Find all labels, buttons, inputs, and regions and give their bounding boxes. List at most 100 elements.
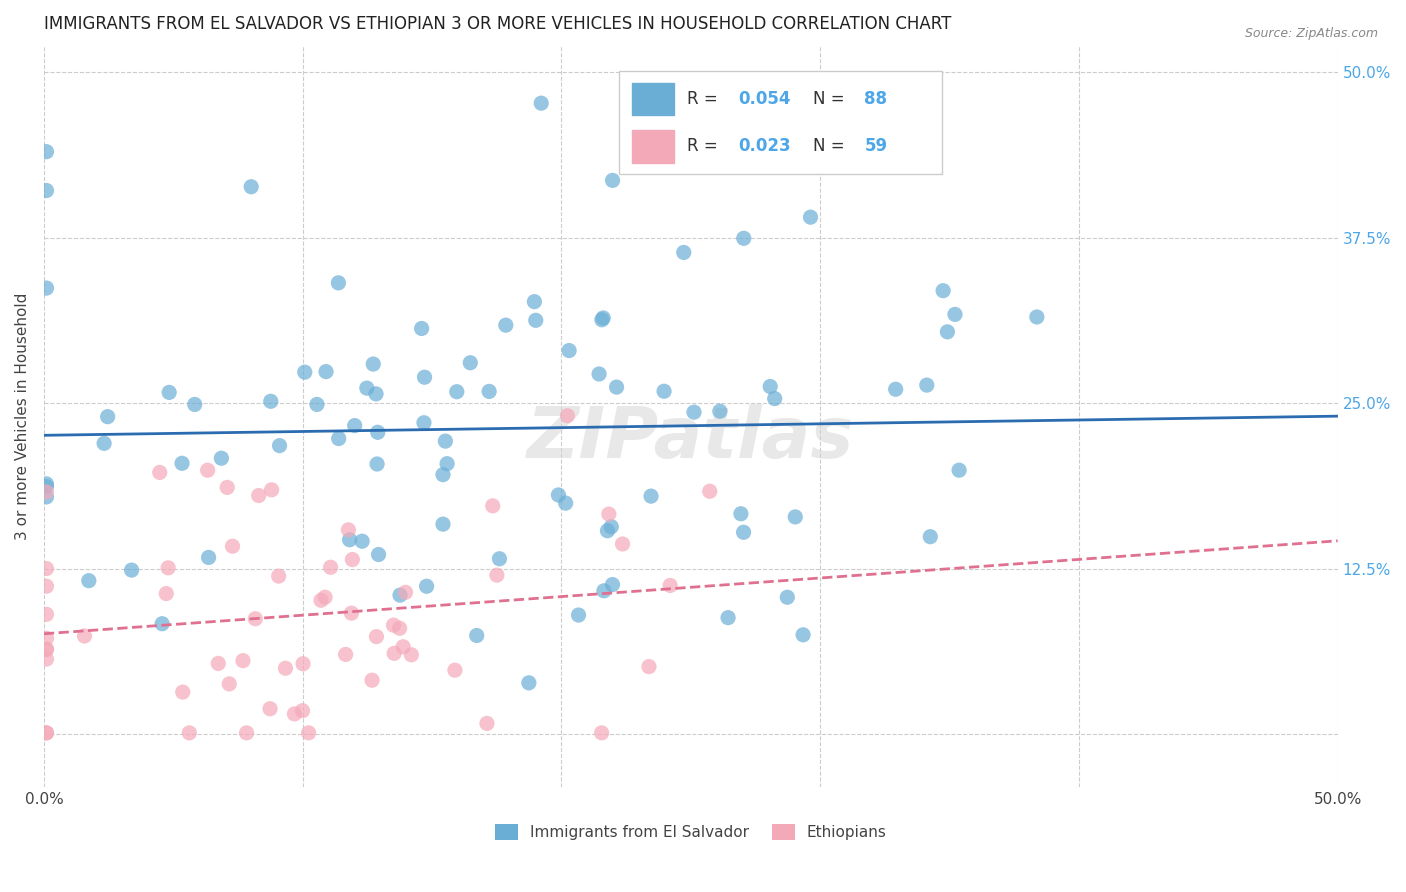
Point <box>260 483 283 497</box>
Point <box>382 618 405 632</box>
Point <box>342 552 364 566</box>
Point <box>943 307 966 321</box>
Point <box>149 466 172 480</box>
Point <box>759 379 782 393</box>
Bar <box>631 130 673 162</box>
Point <box>415 579 437 593</box>
Point <box>35 579 58 593</box>
Text: 88: 88 <box>865 90 887 108</box>
Point <box>73 629 96 643</box>
Point <box>209 451 232 466</box>
Point <box>389 588 412 602</box>
Point <box>97 409 120 424</box>
Point <box>446 384 468 399</box>
Point <box>337 523 360 537</box>
Point <box>465 628 488 642</box>
Point <box>366 630 388 644</box>
Point <box>602 173 624 187</box>
Point <box>218 677 240 691</box>
Point <box>35 561 58 575</box>
Point <box>315 365 337 379</box>
Point <box>314 591 336 605</box>
Y-axis label: 3 or more Vehicles in Household: 3 or more Vehicles in Household <box>15 293 30 540</box>
Text: N =: N = <box>813 90 849 108</box>
Point <box>388 621 411 635</box>
Point <box>436 457 458 471</box>
Point <box>35 642 58 657</box>
Point <box>600 520 623 534</box>
Point <box>157 561 180 575</box>
Point <box>432 517 454 532</box>
Point <box>267 569 290 583</box>
Point <box>364 387 387 401</box>
Bar <box>631 83 673 115</box>
Point <box>683 405 706 419</box>
Point <box>217 480 239 494</box>
Point <box>247 488 270 502</box>
Point <box>328 276 350 290</box>
Point <box>35 480 58 494</box>
Point <box>221 539 243 553</box>
Point <box>776 591 799 605</box>
Point <box>93 436 115 450</box>
Point <box>567 608 589 623</box>
Point <box>948 463 970 477</box>
Point <box>444 663 467 677</box>
Point <box>392 640 415 654</box>
Text: R =: R = <box>686 90 723 108</box>
Point <box>367 425 389 440</box>
Point <box>401 648 423 662</box>
Point <box>155 586 177 600</box>
Point <box>558 343 581 358</box>
Point <box>366 457 388 471</box>
Point <box>361 673 384 688</box>
Text: N =: N = <box>813 137 849 155</box>
Point <box>432 467 454 482</box>
Point <box>309 593 332 607</box>
Point <box>356 381 378 395</box>
Point <box>77 574 100 588</box>
Point <box>305 397 328 411</box>
Point <box>709 404 731 418</box>
Point <box>638 659 661 673</box>
Point <box>259 702 281 716</box>
Text: ZIPatlas: ZIPatlas <box>527 404 855 473</box>
Point <box>245 612 267 626</box>
Point <box>517 676 540 690</box>
FancyBboxPatch shape <box>619 71 942 174</box>
Point <box>596 524 619 538</box>
Point <box>1025 310 1047 324</box>
Point <box>530 96 553 111</box>
Point <box>35 485 58 500</box>
Point <box>328 432 350 446</box>
Point <box>606 380 628 394</box>
Point <box>481 499 503 513</box>
Point <box>591 312 613 326</box>
Point <box>35 607 58 622</box>
Point <box>588 367 610 381</box>
Point <box>915 378 938 392</box>
Point <box>297 726 319 740</box>
Point <box>35 642 58 657</box>
Point <box>207 657 229 671</box>
Point <box>361 357 384 371</box>
Point <box>35 490 58 504</box>
Point <box>458 356 481 370</box>
Point <box>523 294 546 309</box>
Point <box>602 577 624 591</box>
Point <box>121 563 143 577</box>
Point <box>172 685 194 699</box>
Point <box>612 537 634 551</box>
Text: 0.054: 0.054 <box>738 90 790 108</box>
Point <box>591 726 613 740</box>
Point <box>157 385 180 400</box>
Point <box>475 716 498 731</box>
Point <box>547 488 569 502</box>
Point <box>260 394 283 409</box>
Point <box>785 510 807 524</box>
Point <box>413 416 436 430</box>
Point <box>763 392 786 406</box>
Point <box>488 551 510 566</box>
Point <box>598 507 620 521</box>
Point <box>413 370 436 384</box>
